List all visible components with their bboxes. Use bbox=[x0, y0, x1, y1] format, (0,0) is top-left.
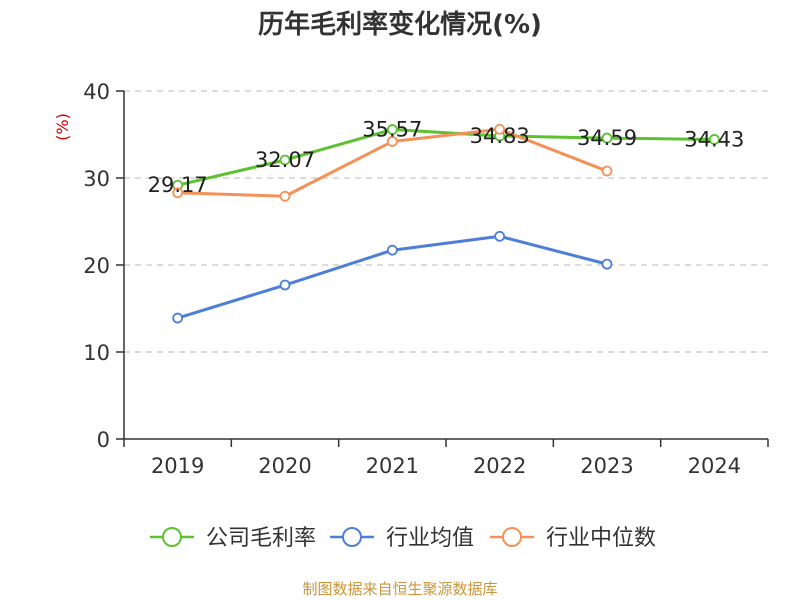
data-point bbox=[279, 154, 291, 166]
chart-title: 历年毛利率变化情况(%) bbox=[258, 10, 542, 40]
x-tick-label: 2023 bbox=[580, 454, 633, 478]
data-label: 34.43 bbox=[684, 127, 744, 151]
x-tick-label: 2022 bbox=[473, 454, 526, 478]
y-axis-label: (%) bbox=[53, 113, 72, 141]
legend-item-2[interactable]: 行业中位数 bbox=[490, 526, 656, 551]
legend-marker bbox=[162, 527, 182, 547]
data-point bbox=[494, 230, 506, 242]
legend-label: 行业中位数 bbox=[546, 526, 656, 551]
data-point bbox=[386, 244, 398, 256]
legend-item-0[interactable]: 公司毛利率 bbox=[150, 526, 316, 551]
data-point bbox=[279, 279, 291, 291]
data-point bbox=[386, 136, 398, 147]
data-source-note: 制图数据来自恒生聚源数据库 bbox=[302, 580, 498, 598]
y-tick-label: 40 bbox=[83, 80, 110, 104]
legend-label: 行业均值 bbox=[386, 526, 474, 551]
y-tick-label: 20 bbox=[83, 254, 110, 278]
data-point bbox=[601, 258, 613, 270]
legend-marker bbox=[502, 527, 522, 547]
x-tick-label: 2019 bbox=[151, 454, 204, 478]
x-tick-label: 2020 bbox=[258, 454, 311, 478]
data-point bbox=[279, 190, 291, 202]
data-label: 34.83 bbox=[470, 124, 530, 148]
legend-item-1[interactable]: 行业均值 bbox=[330, 526, 474, 551]
series-line-0 bbox=[177, 128, 715, 187]
data-label: 35.57 bbox=[362, 118, 422, 142]
data-point bbox=[172, 187, 184, 199]
data-label: 32.07 bbox=[255, 148, 315, 172]
data-point bbox=[494, 123, 506, 135]
data-point bbox=[601, 132, 613, 144]
data-point bbox=[386, 124, 398, 135]
legend-label: 公司毛利率 bbox=[206, 526, 316, 551]
y-tick-label: 0 bbox=[97, 428, 110, 452]
legend-marker bbox=[342, 527, 362, 547]
y-tick-label: 10 bbox=[83, 341, 110, 365]
data-point bbox=[708, 134, 720, 145]
data-point bbox=[601, 165, 613, 177]
x-tick-label: 2021 bbox=[366, 454, 419, 478]
data-label: 29.17 bbox=[148, 173, 208, 197]
y-tick-label: 30 bbox=[83, 167, 110, 191]
x-tick-label: 2024 bbox=[688, 454, 741, 478]
data-point bbox=[172, 312, 184, 324]
data-label: 34.59 bbox=[577, 126, 637, 150]
